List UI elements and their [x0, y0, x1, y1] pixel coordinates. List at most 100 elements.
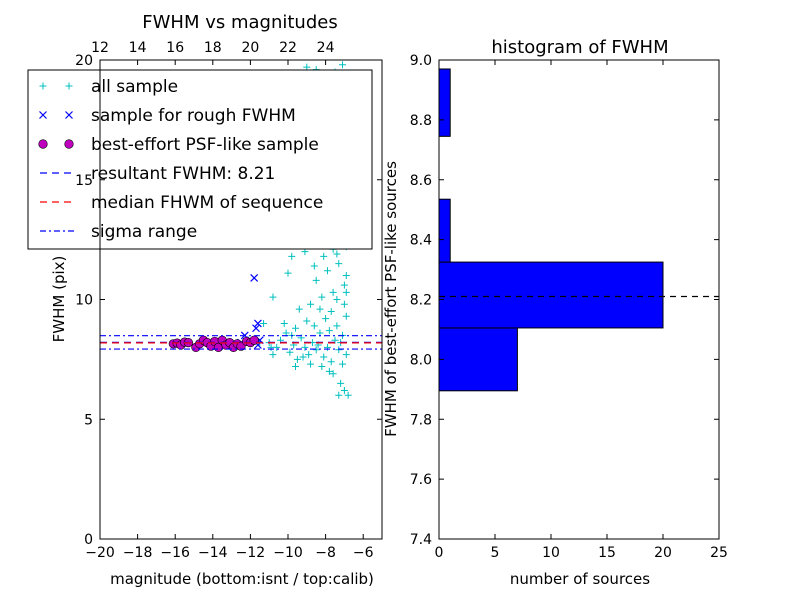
data-point — [293, 355, 301, 363]
data-point — [325, 327, 333, 335]
x-tick-label: 10 — [542, 545, 560, 561]
legend-entry: all sample — [39, 77, 178, 97]
data-point — [316, 305, 324, 313]
data-point — [342, 272, 350, 280]
data-point — [339, 360, 347, 368]
histogram-ylabel: FWHM of best-effort PSF-like sources — [382, 161, 400, 437]
x-tick-label: −20 — [85, 545, 115, 561]
x-tick-label: 25 — [710, 545, 728, 561]
scatter-ylabel: FWHM (pix) — [50, 256, 68, 343]
scatter-title: FWHM vs magnitudes — [142, 12, 337, 33]
x-tick-label: −12 — [236, 545, 266, 561]
histogram-bar — [438, 261, 664, 329]
data-point — [260, 319, 268, 327]
data-point — [333, 250, 341, 258]
data-point — [342, 312, 350, 320]
legend-marker — [39, 82, 47, 90]
data-point — [307, 300, 315, 308]
data-point — [329, 370, 337, 378]
histogram-bar — [438, 68, 451, 137]
data-point — [320, 353, 328, 361]
legend-entry: sigma range — [40, 222, 197, 242]
legend-marker — [65, 82, 73, 90]
data-point — [292, 363, 300, 371]
legend-entry: resultant FWHM: 8.21 — [40, 164, 275, 184]
data-point — [323, 343, 331, 351]
data-point — [340, 300, 348, 308]
x-tick-label: 0 — [435, 545, 444, 561]
data-point — [288, 252, 296, 260]
data-point — [312, 276, 320, 284]
legend-marker — [65, 111, 73, 119]
legend-label: median FHWM of sequence — [91, 193, 323, 213]
histogram-bar — [438, 327, 518, 392]
legend: all sample sample for rough FWHM best-effo… — [27, 69, 373, 250]
data-point — [303, 317, 311, 325]
y-tick-label: 7.4 — [410, 532, 432, 548]
data-point — [325, 367, 333, 375]
scatter-panel: FWHM vs magnitudes magnitude (bottom:isn… — [27, 12, 383, 588]
histogram-panel: histogram of FWHM number of sources FWHM… — [382, 37, 728, 588]
data-point — [327, 358, 335, 366]
legend-box — [27, 69, 373, 250]
data-point — [335, 260, 343, 268]
x-tick-label: 15 — [598, 545, 616, 561]
x-tick-label: −8 — [315, 545, 336, 561]
data-point — [253, 319, 262, 328]
legend-label: all sample — [91, 77, 178, 97]
y-tick-label: 8.0 — [410, 352, 432, 368]
histogram-data-layer — [438, 68, 719, 392]
data-point — [312, 346, 320, 354]
data-point — [327, 307, 335, 315]
data-point — [305, 351, 313, 359]
legend-entry: median FHWM of sequence — [40, 193, 323, 213]
data-point — [280, 319, 288, 327]
x-tick-label: −6 — [353, 545, 374, 561]
data-point — [340, 387, 348, 395]
y-tick-label: 9.0 — [410, 53, 432, 69]
histogram-title: histogram of FWHM — [491, 37, 668, 58]
legend-label: sigma range — [91, 222, 197, 242]
data-point — [286, 348, 294, 356]
top-tick-label: 16 — [166, 40, 184, 56]
data-point — [318, 363, 326, 371]
top-tick-label: 18 — [204, 40, 222, 56]
legend-label: best-effort PSF-like sample — [91, 135, 319, 155]
data-point — [284, 269, 292, 277]
data-point — [340, 281, 348, 289]
data-point — [267, 343, 275, 351]
data-point — [269, 293, 277, 301]
histogram-bar — [438, 198, 451, 263]
data-point — [250, 274, 259, 282]
data-point — [323, 267, 331, 275]
data-point — [339, 61, 347, 69]
data-point — [320, 252, 328, 260]
data-point — [322, 315, 330, 323]
y-tick-label: 7.6 — [410, 472, 432, 488]
y-tick-label: 20 — [75, 53, 93, 69]
top-tick-label: 22 — [279, 40, 297, 56]
y-tick-label: 8.6 — [410, 173, 432, 189]
y-tick-label: 8.2 — [410, 293, 432, 309]
data-point — [335, 391, 343, 399]
legend-label: sample for rough FWHM — [91, 106, 296, 126]
top-tick-label: 24 — [317, 40, 335, 56]
histogram-axes: 0 5 10 15 20 25 7.4 7.6 7.8 8.0 8.2 8.4 8.6 8.8 9.0 — [410, 53, 728, 561]
legend-marker — [38, 139, 48, 149]
data-point — [269, 351, 277, 359]
top-tick-label: 14 — [129, 40, 147, 56]
data-point — [299, 353, 307, 361]
y-tick-label: 7.8 — [410, 412, 432, 428]
legend-label: resultant FWHM: 8.21 — [91, 164, 275, 184]
data-point — [335, 346, 343, 354]
data-point — [344, 391, 352, 399]
data-point — [329, 288, 337, 296]
legend-entry: best-effort PSF-like sample — [38, 135, 319, 155]
x-tick-label: 20 — [654, 545, 672, 561]
legend-marker — [64, 139, 74, 149]
data-point — [292, 324, 300, 332]
x-tick-label: −18 — [123, 545, 153, 561]
x-tick-label: 5 — [491, 545, 500, 561]
x-tick-label: −16 — [160, 545, 190, 561]
